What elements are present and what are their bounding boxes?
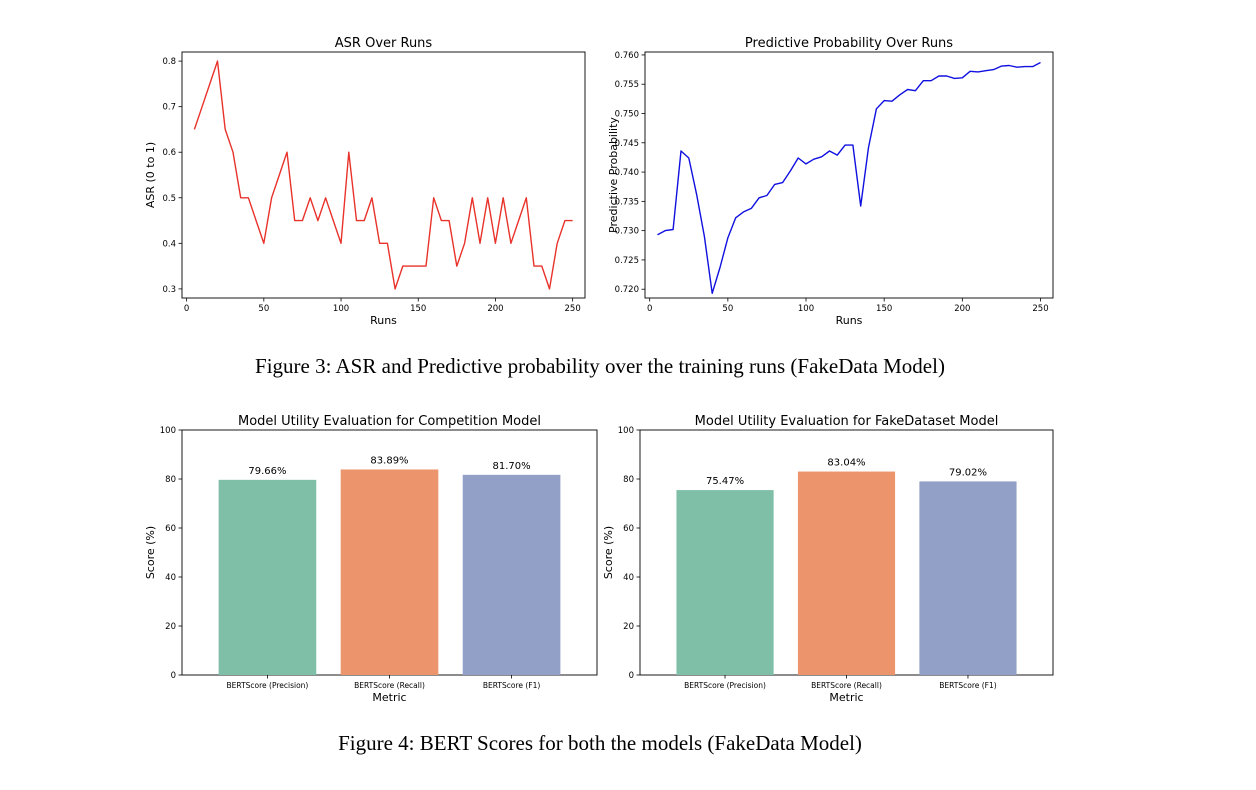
bert-competition-y-tick-label: 20 [165,622,176,632]
asr-series-line [193,60,573,290]
prob-y-tick-label: 0.740 [615,168,639,178]
prob-y-tick-label: 0.750 [615,110,639,120]
bert-competition-data-label: 79.66% [248,466,286,477]
prob-x-tick-label: 250 [1032,304,1048,314]
asr-x-tick-label: 200 [487,304,503,314]
bert-competition-x-tick-label: BERTScore (F1) [483,681,541,690]
bert-fakedataset-y-tick-label: 60 [623,524,634,534]
prob-y-tick-label: 0.725 [615,256,639,266]
asr-y-axis-label: ASR (0 to 1) [144,142,157,208]
bert-competition-bar [462,474,561,675]
bert-competition-y-tick-label: 0 [171,671,176,681]
asr-y-tick-label: 0.4 [162,239,176,249]
bert-fakedataset-y-axis-label: Score (%) [602,526,615,579]
bert-competition-y-tick-label: 100 [160,426,176,436]
bert-fakedataset-x-tick-label: BERTScore (Precision) [684,681,766,690]
figure-3-caption: Figure 3: ASR and Predictive probability… [255,354,945,378]
prob-y-tick-label: 0.760 [615,51,639,61]
asr-x-tick-label: 50 [258,304,269,314]
prob-title: Predictive Probability Over Runs [745,36,953,51]
asr-y-tick-label: 0.7 [162,103,176,113]
prob-y-tick-label: 0.755 [615,80,639,90]
bert-fakedataset-bar-chart: Model Utility Evaluation for FakeDataset… [602,414,1054,704]
bert-fakedataset-x-tick-label: BERTScore (Recall) [811,681,882,690]
bert-fakedataset-y-tick-label: 0 [629,671,634,681]
bert-competition-data-label: 81.70% [492,461,530,472]
prob-x-tick-label: 100 [798,304,814,314]
asr-x-tick-label: 0 [184,304,189,314]
bert-competition-x-tick-label: BERTScore (Precision) [227,681,309,690]
prob-x-tick-label: 150 [876,304,892,314]
bert-competition-bar [218,479,317,675]
asr-y-tick-label: 0.6 [162,148,176,158]
bert-fakedataset-x-tick-label: BERTScore (F1) [939,681,997,690]
bert-fakedataset-y-tick-label: 100 [618,426,634,436]
prob-y-tick-label: 0.730 [615,227,639,237]
bert-fakedataset-data-label: 75.47% [706,476,744,487]
bert-competition-y-axis-label: Score (%) [144,526,157,579]
asr-x-tick-label: 100 [333,304,349,314]
bert-competition-data-label: 83.89% [370,455,408,466]
prob-y-tick-label: 0.745 [615,139,639,149]
asr-x-axis-label: Runs [370,314,397,327]
bert-fakedataset-bar [676,490,774,675]
asr-y-tick-label: 0.3 [162,285,176,295]
bert-competition-y-tick-label: 40 [165,573,176,583]
bert-competition-x-axis-label: Metric [372,691,406,704]
bert-competition-x-tick-label: BERTScore (Recall) [354,681,425,690]
figure-4-caption: Figure 4: BERT Scores for both the model… [338,731,862,755]
bert-fakedataset-title: Model Utility Evaluation for FakeDataset… [695,414,999,429]
predictive-probability-line-chart: Predictive Probability Over Runs 0.720 0.7… [607,36,1054,327]
asr-title: ASR Over Runs [335,36,433,51]
bert-fakedataset-bar [919,481,1017,675]
bert-competition-bar-chart: Model Utility Evaluation for Competition… [144,414,598,704]
prob-y-axis-label: Predictive Probability [607,117,620,233]
asr-plot-frame [181,51,586,299]
asr-y-tick-label: 0.8 [162,57,176,67]
bert-fakedataset-x-axis-label: Metric [829,691,863,704]
bert-competition-y-tick-label: 60 [165,524,176,534]
asr-x-tick-label: 150 [410,304,426,314]
asr-y-tick-label: 0.5 [162,194,176,204]
bert-competition-bar [340,469,439,675]
prob-x-tick-label: 0 [647,304,652,314]
prob-series-line [657,61,1041,294]
bert-fakedataset-bar [797,471,896,675]
prob-x-tick-label: 200 [954,304,970,314]
bert-competition-y-tick-label: 80 [165,475,176,485]
bert-fakedataset-y-tick-label: 80 [623,475,634,485]
bert-fakedataset-y-tick-label: 40 [623,573,634,583]
bert-fakedataset-data-label: 79.02% [949,467,987,478]
bert-fakedataset-data-label: 83.04% [827,458,865,469]
prob-x-tick-label: 50 [722,304,733,314]
prob-x-axis-label: Runs [836,314,863,327]
prob-y-tick-label: 0.735 [615,197,639,207]
prob-plot-frame [644,51,1054,299]
asr-line-chart: ASR Over Runs 0.3 0.4 0.5 0.6 0.7 0.8 Runs ASR (… [144,36,586,327]
prob-y-tick-label: 0.720 [615,285,639,295]
bert-fakedataset-y-tick-label: 20 [623,622,634,632]
asr-x-tick-label: 250 [565,304,581,314]
bert-competition-title: Model Utility Evaluation for Competition… [238,414,541,429]
